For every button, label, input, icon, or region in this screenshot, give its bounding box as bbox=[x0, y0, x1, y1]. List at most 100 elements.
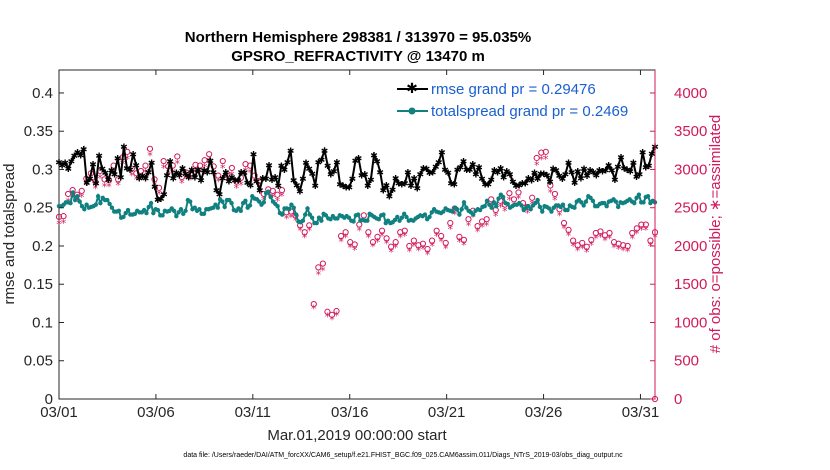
totalspread-point bbox=[636, 192, 642, 197]
rmse-point: ✱ bbox=[166, 158, 174, 168]
assimilated-obs-point: * bbox=[188, 173, 194, 186]
rmse-point: ✱ bbox=[120, 143, 128, 153]
rmse-point: ✱ bbox=[559, 175, 567, 185]
legend: ✱ rmse grand pr = 0.29476 totalspread gr… bbox=[397, 81, 628, 120]
totalspread-point bbox=[491, 200, 497, 205]
totalspread-point bbox=[171, 208, 177, 213]
possible-obs-point bbox=[337, 232, 345, 240]
assimilated-obs-point: * bbox=[225, 174, 231, 187]
rmse-point: ✱ bbox=[512, 182, 520, 192]
totalspread-point bbox=[397, 218, 402, 223]
assimilated-obs-point: * bbox=[243, 165, 249, 178]
totalspread-point bbox=[323, 213, 329, 218]
possible-obs-point bbox=[438, 232, 445, 240]
rmse-point: ✱ bbox=[324, 162, 332, 172]
assimilated-obs-point: * bbox=[607, 232, 613, 245]
possible-obs-point bbox=[579, 239, 586, 247]
rmse-point: ✱ bbox=[568, 168, 576, 178]
possible-obs-point bbox=[560, 219, 568, 227]
possible-obs-point bbox=[506, 190, 513, 197]
possible-obs-point bbox=[447, 219, 454, 227]
rmse-point: ✱ bbox=[596, 167, 604, 177]
assimilated-obs-point: * bbox=[124, 153, 130, 166]
possible-obs-point bbox=[588, 236, 595, 243]
rmse-point: ✱ bbox=[191, 174, 199, 184]
rmse-point: ✱ bbox=[401, 180, 409, 190]
x-tick-label: 03/01 bbox=[40, 404, 78, 421]
totalspread-point bbox=[581, 203, 586, 208]
rmse-point: ✱ bbox=[83, 179, 91, 189]
y-axis-right: 0 500 1000 1500 2000 2500 3000 3500 4000 bbox=[650, 70, 707, 408]
assimilated-obs-point: * bbox=[284, 212, 290, 225]
possible-obs-point bbox=[206, 151, 213, 158]
possible-obs-point bbox=[570, 237, 577, 244]
assimilated-obs-point: * bbox=[306, 225, 312, 238]
rmse-point: ✱ bbox=[648, 150, 656, 160]
totalspread-point bbox=[192, 205, 197, 210]
assimilated-obs-point: * bbox=[375, 236, 381, 249]
possible-obs-point bbox=[529, 194, 536, 201]
rmse-point: ✱ bbox=[469, 161, 477, 171]
rmse-point: ✱ bbox=[438, 148, 446, 158]
possible-obs-point bbox=[401, 227, 408, 234]
totalspread-point bbox=[222, 204, 227, 210]
totalspread-point bbox=[141, 207, 147, 213]
totalspread-point bbox=[123, 210, 128, 216]
rmse-point: ✱ bbox=[256, 187, 264, 197]
totalspread-point bbox=[183, 208, 188, 213]
totalspread-point bbox=[75, 194, 80, 199]
possible-obs-point bbox=[565, 226, 572, 234]
assimilated-obs-point: * bbox=[388, 246, 394, 259]
rmse-point: ✱ bbox=[92, 180, 100, 190]
totalspread-point bbox=[346, 215, 352, 220]
assimilated-obs-point: * bbox=[561, 222, 567, 235]
assimilated-obs-point: * bbox=[279, 190, 285, 203]
totalspread-point bbox=[494, 203, 499, 209]
totalspread-point bbox=[275, 203, 280, 209]
rmse-point: ✱ bbox=[284, 158, 292, 168]
rmse-point: ✱ bbox=[562, 171, 570, 181]
rmse-point: ✱ bbox=[339, 182, 347, 192]
assimilated-obs-point: * bbox=[625, 245, 631, 258]
rmse-point: ✱ bbox=[105, 176, 113, 186]
possible-obs-point bbox=[392, 239, 399, 246]
totalspread-point bbox=[519, 203, 524, 208]
rmse-point: ✱ bbox=[169, 174, 177, 184]
assimilated-obs-point: * bbox=[548, 186, 554, 199]
rmse-point: ✱ bbox=[197, 177, 205, 187]
rmse-point: ✱ bbox=[432, 163, 440, 173]
x-tick-label: 03/31 bbox=[622, 404, 660, 421]
x-tick-label: 03/06 bbox=[137, 404, 175, 421]
assimilated-obs-point: * bbox=[434, 230, 440, 243]
data-file-footnote: data file: /Users/raeder/DAI/ATM_forcXX/… bbox=[183, 452, 623, 459]
legend-marker-totalspread bbox=[408, 107, 416, 115]
rmse-point: ✱ bbox=[447, 180, 455, 190]
possible-obs-point bbox=[301, 229, 308, 236]
assimilated-obs-point: * bbox=[202, 161, 208, 174]
rmse-point: ✱ bbox=[173, 169, 181, 179]
assimilated-obs-point: * bbox=[425, 248, 431, 261]
rmse-point: ✱ bbox=[404, 168, 412, 178]
assimilated-obs-point: * bbox=[352, 244, 358, 257]
rmse-point: ✱ bbox=[154, 196, 162, 206]
totalspread-point bbox=[238, 208, 243, 213]
assimilated-obs-point: * bbox=[329, 313, 335, 326]
totalspread-point bbox=[201, 211, 207, 217]
rmse-point: ✱ bbox=[451, 181, 459, 191]
assimilated-obs-point: * bbox=[384, 238, 390, 251]
axes-box bbox=[58, 69, 656, 400]
totalspread-point bbox=[210, 205, 216, 210]
assimilated-obs-point: * bbox=[184, 173, 190, 186]
rmse-point: ✱ bbox=[281, 166, 289, 176]
rmse-point: ✱ bbox=[77, 151, 85, 161]
assimilated-obs-point: * bbox=[334, 310, 340, 323]
totalspread-point bbox=[82, 207, 87, 212]
assimilated-obs-point: * bbox=[193, 166, 199, 179]
totalspread-point bbox=[144, 210, 149, 216]
rmse-point: ✱ bbox=[182, 170, 190, 180]
rmse-point: ✱ bbox=[506, 171, 514, 181]
rmse-point: ✱ bbox=[537, 170, 545, 180]
totalspread-point bbox=[454, 207, 460, 212]
possible-obs-point bbox=[64, 190, 72, 198]
totalspread-point bbox=[429, 210, 434, 215]
